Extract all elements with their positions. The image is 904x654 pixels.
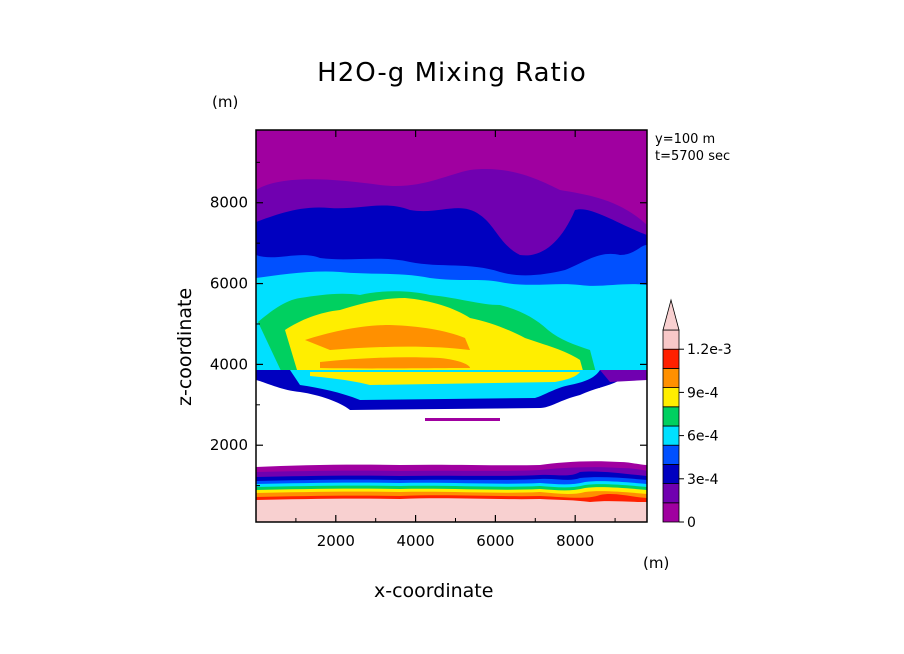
chart-title: H2O-g Mixing Ratio bbox=[317, 58, 587, 88]
y-tick-label: 2000 bbox=[210, 436, 248, 454]
x-tick-label: 2000 bbox=[317, 532, 355, 550]
colorbar-swatch bbox=[662, 387, 680, 408]
colorbar-swatch bbox=[662, 463, 680, 484]
contour-level-7 bbox=[305, 325, 470, 350]
y-unit-label: (m) bbox=[212, 93, 239, 111]
annotation-y-slice: y=100 m bbox=[655, 132, 716, 147]
axis-ticks: 2000 4000 6000 8000 2000 4000 6000 8000 bbox=[210, 130, 647, 550]
colorbar-label: 6e-4 bbox=[687, 429, 719, 445]
x-tick-label: 6000 bbox=[476, 532, 514, 550]
colorbar-swatch bbox=[662, 483, 680, 504]
colorbar-overflow-triangle bbox=[662, 298, 680, 331]
contour-level-23 bbox=[256, 498, 647, 522]
y-tick-label: 6000 bbox=[210, 275, 248, 293]
colorbar-swatch bbox=[662, 425, 680, 446]
colorbar: 0 3e-4 6e-4 9e-4 1.2e-3 bbox=[662, 298, 732, 531]
x-unit-label: (m) bbox=[643, 554, 670, 572]
colorbar-label: 9e-4 bbox=[687, 385, 719, 401]
contour-level-11 bbox=[310, 372, 580, 385]
colorbar-swatch bbox=[662, 367, 680, 388]
colorbar-swatch bbox=[662, 348, 680, 369]
colorbar-label: 0 bbox=[687, 515, 696, 531]
colorbar-swatch bbox=[662, 329, 680, 350]
contour-fills bbox=[256, 130, 647, 522]
contour-level-13 bbox=[425, 418, 500, 421]
colorbar-label: 1.2e-3 bbox=[687, 342, 732, 358]
plot-frame bbox=[255, 129, 648, 523]
x-tick-label: 8000 bbox=[556, 532, 594, 550]
x-tick-label: 4000 bbox=[396, 532, 434, 550]
annotation-time: t=5700 sec bbox=[655, 149, 731, 164]
colorbar-swatch bbox=[662, 444, 680, 465]
colorbar-swatch bbox=[662, 406, 680, 427]
y-tick-label: 4000 bbox=[210, 355, 248, 373]
contour-level-12 bbox=[600, 370, 647, 382]
y-tick-label: 8000 bbox=[210, 194, 248, 212]
colorbar-swatch bbox=[662, 502, 680, 523]
colorbar-label: 3e-4 bbox=[687, 472, 719, 488]
contour-level-8 bbox=[320, 357, 470, 369]
x-axis-title: x-coordinate bbox=[374, 580, 494, 602]
